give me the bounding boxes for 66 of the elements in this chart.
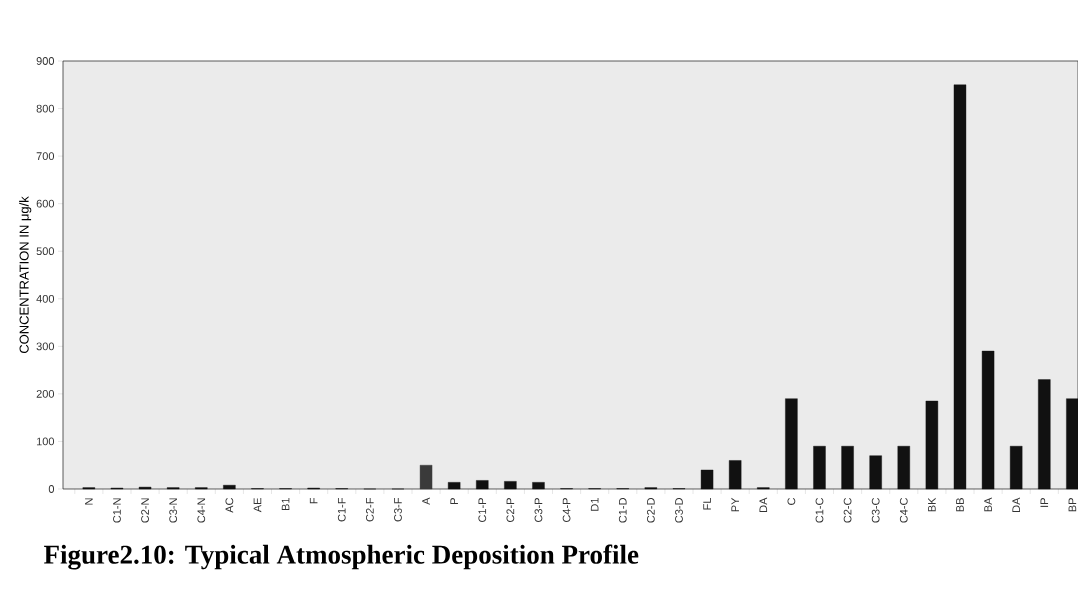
x-tick-label: C1-P [478, 498, 487, 523]
bar [223, 485, 236, 490]
bar [813, 446, 826, 490]
x-tick-label: PY [731, 497, 739, 512]
bar [925, 400, 939, 490]
x-tick-label: DA [1012, 497, 1020, 512]
y-tick-label: 600 [36, 199, 55, 208]
x-tick-label: BB [956, 498, 964, 512]
x-tick-label: AE [253, 498, 262, 513]
x-tick-label: C1-D [618, 498, 627, 523]
x-tick-label: C3-N [169, 498, 178, 523]
y-tick-label: 0 [48, 485, 55, 493]
x-tick-label: C2-C [843, 497, 852, 523]
x-tick-label: C1-N [113, 498, 121, 523]
y-tick-label: 800 [36, 104, 55, 113]
x-tick-label: C4-N [197, 498, 206, 523]
bar [1066, 398, 1078, 490]
bar [785, 398, 798, 490]
x-tick-label: C2-P [506, 498, 515, 523]
y-tick-label: 900 [36, 57, 55, 65]
bar [504, 481, 517, 490]
x-tick-label: D1 [590, 498, 599, 511]
y-tick-label: 400 [36, 294, 55, 303]
x-tick-label: IP [1040, 498, 1049, 507]
x-tick-label: C1-F [337, 497, 346, 522]
x-tick-label: C4-C [899, 497, 908, 523]
x-tick-label: P [450, 498, 458, 504]
x-tick-label: BA [984, 497, 992, 512]
y-axis-title: CONCENTRATION IN μg/k [19, 196, 32, 354]
x-tick-label: C3-F [394, 497, 402, 522]
x-tick-label: C2-F [365, 497, 374, 522]
x-tick-label: C4-P [562, 498, 571, 523]
x-tick-label: C3-C [871, 497, 880, 523]
x-tick-label: N [85, 498, 93, 505]
bar [953, 84, 967, 490]
x-tick-label: C3-P [534, 498, 543, 523]
y-tick-label: 300 [36, 342, 55, 351]
x-tick-label: F [309, 497, 318, 504]
bar [869, 455, 882, 490]
x-tick-label: AC [225, 497, 234, 513]
bar [1009, 446, 1023, 490]
y-tick-label: 100 [36, 437, 55, 446]
bar [897, 446, 910, 490]
x-tick-label: BK [928, 497, 936, 512]
x-tick-label: A [422, 497, 430, 505]
text: Figure2.10: Typical Atmospheric Deposition Profile [43, 544, 639, 570]
x-tick-label: C [787, 497, 796, 505]
x-tick-label: C2-D [646, 498, 655, 523]
bar [700, 469, 714, 490]
bar [841, 446, 854, 490]
bar [728, 460, 742, 490]
x-tick-label: B1 [281, 498, 290, 511]
bar [476, 480, 489, 490]
bar [981, 350, 995, 490]
x-tick-label: DA [759, 497, 768, 512]
x-tick-label: C3-D [675, 498, 683, 523]
x-tick-label: C1-C [815, 497, 824, 523]
x-tick-label: C2-N [141, 498, 149, 523]
y-tick-label: 500 [36, 247, 55, 256]
bar [532, 482, 545, 490]
bar [447, 482, 461, 490]
x-tick-label: FL [703, 497, 711, 510]
y-tick-label: 200 [36, 389, 55, 398]
bar [1038, 379, 1051, 490]
x-tick-label: BP [1068, 498, 1077, 512]
y-tick-label: 700 [36, 152, 55, 161]
